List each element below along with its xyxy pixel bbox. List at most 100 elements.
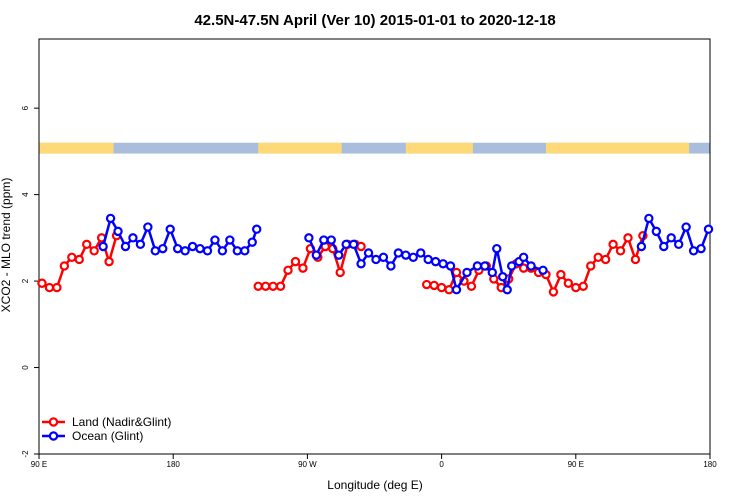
data-point [240,246,250,256]
data-point [556,269,566,280]
axes: 90 E 180 90 W 0 90 E 180 -2 0 2 4 6 [21,38,717,469]
data-point [98,241,108,252]
data-point [480,261,490,271]
data-point [158,243,168,254]
x-tick-label: 90 E [568,460,584,469]
data-point [348,239,359,250]
data-point [578,281,588,291]
data-point [210,235,220,245]
data-point [89,246,99,256]
data-point [334,250,344,260]
data-point [113,226,123,237]
data-point [408,252,418,263]
data-point [416,248,426,258]
data-point [326,235,336,245]
data-point [335,267,345,278]
data-point [260,281,271,291]
data-point [466,281,477,291]
data-point [438,259,448,269]
data-point [615,246,626,256]
data-point [451,285,462,295]
data-point [518,252,529,263]
data-point [393,248,404,258]
data-point [252,224,262,234]
data-point [105,213,116,224]
ocean-band [39,142,710,154]
data-point [202,246,213,256]
y-tick-label: 0 [21,365,30,370]
data-point [444,285,454,295]
data-point [52,282,62,293]
x-tick-label: 180 [703,460,717,469]
plot-frame [38,38,711,455]
data-point [636,241,647,252]
data-point [304,233,314,243]
data-point [283,265,293,275]
data-point [586,261,596,271]
data-point [506,261,517,271]
data-point [462,267,472,278]
data-point [37,278,47,288]
data-point [563,278,574,288]
data-point [104,256,114,267]
y-axis-title: XCO2 - MLO trend (ppm) [0,178,13,313]
data-point [268,281,278,291]
data-point [187,241,198,252]
data-point [135,239,146,250]
y-tick-label: -2 [21,450,30,458]
land-ocean-band [39,142,710,154]
data-point [232,246,243,256]
data-point [421,279,432,290]
legend-marker [48,417,59,427]
data-point [659,241,669,252]
data-point [429,280,439,291]
data-point [180,246,190,256]
data-point [436,282,447,293]
data-point [548,287,559,297]
chart-title: 42.5N-47.5N April (Ver 10) 2015-01-01 to… [194,12,555,29]
data-point [571,282,581,293]
data-point [341,239,351,250]
land-band-segment [545,142,690,154]
x-axis-title: Longitude (deg E) [327,478,422,492]
y-tick-label: 2 [21,278,30,283]
data-point [487,267,497,278]
data-point [423,254,433,265]
data-point [172,243,183,254]
data-point [319,235,329,245]
data-point [82,239,92,250]
data-point [630,254,641,265]
data-point [593,252,603,263]
x-tick-label: 90 W [298,460,317,469]
data-point [673,239,684,250]
data-point [195,243,205,254]
data-point [275,281,286,291]
data-point [356,241,366,252]
data-point [696,243,706,254]
data-point [74,254,84,265]
data-point [401,250,411,260]
data-point [498,272,508,282]
data-point [378,252,389,263]
legend-label: Land (Nadir&Glint) [72,415,171,429]
data-point [120,241,131,252]
data-point [666,233,676,243]
data-point [143,222,153,232]
data-point [430,256,441,267]
data-point [311,250,322,260]
data-point [651,226,662,237]
legend: Land (Nadir&Glint)Ocean (Glint) [42,415,171,443]
data-point [608,239,618,250]
data-point [290,256,301,267]
data-point [217,246,228,256]
data-point [445,261,456,271]
land-band-segment [405,142,473,154]
data-point [253,281,263,291]
data-point [67,252,77,263]
land-band-segment [258,142,342,154]
land-band-segment [39,142,114,154]
data-point [492,243,502,254]
data-point [526,261,536,271]
data-point [363,248,374,258]
